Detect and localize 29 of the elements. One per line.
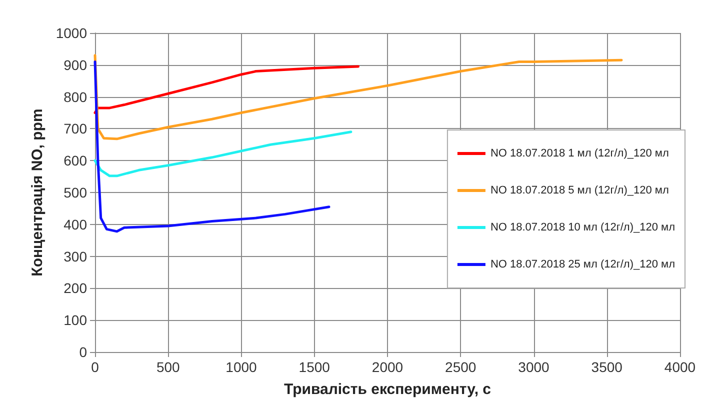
y-tick-label: 300 [64,248,88,264]
x-tick-label: 3500 [591,359,623,375]
x-axis-title: Тривалість експерименту, с [284,381,492,398]
x-tick-label: 4000 [664,359,696,375]
legend-label: NO 18.07.2018 1 мл (12г/л)_120 мл [490,148,669,160]
x-tick-label: 3000 [518,359,550,375]
y-tick-label: 0 [79,344,88,360]
y-tick-label: 700 [64,120,88,137]
x-tick-label: 500 [156,359,180,375]
line-series [94,130,352,178]
x-tick-label: 2500 [445,359,476,375]
line-series [94,65,360,114]
x-tick-label: 1500 [298,359,330,375]
y-tick-label: 100 [64,312,88,328]
y-tick-label: 400 [64,216,88,232]
legend-label: NO 18.07.2018 5 мл (12г/л)_120 мл [490,184,669,196]
legend-label: NO 18.07.2018 25 мл (12г/л)_120 мл [490,258,676,270]
x-tick-label: 1000 [226,359,258,375]
y-tick-label: 600 [64,152,88,169]
y-tick-label: 500 [64,184,88,200]
y-tick-label: 200 [64,280,88,296]
line-series [94,60,330,233]
y-axis-title: Концентрація NO, ppm [28,108,46,276]
x-tick-label: 2000 [372,359,404,375]
legend-label: NO 18.07.2018 10 мл (12г/л)_120 мл [490,222,676,234]
x-tick-label: 0 [91,359,100,375]
y-tick-label: 800 [64,88,88,105]
y-tick-label: 1000 [56,25,88,41]
y-tick-label: 900 [64,56,88,73]
